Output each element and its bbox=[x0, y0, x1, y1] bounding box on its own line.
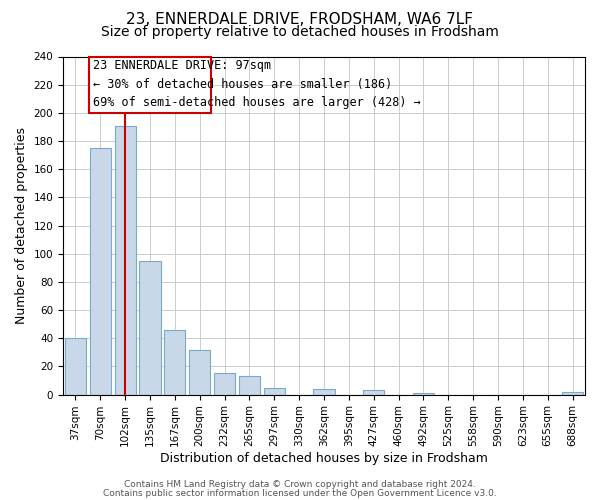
Text: Size of property relative to detached houses in Frodsham: Size of property relative to detached ho… bbox=[101, 25, 499, 39]
Bar bbox=[363, 390, 384, 394]
Text: ← 30% of detached houses are smaller (186): ← 30% of detached houses are smaller (18… bbox=[93, 78, 392, 90]
X-axis label: Distribution of detached houses by size in Frodsham: Distribution of detached houses by size … bbox=[160, 452, 488, 465]
Bar bbox=[139, 261, 161, 394]
Bar bbox=[115, 126, 136, 394]
Bar bbox=[313, 389, 335, 394]
Y-axis label: Number of detached properties: Number of detached properties bbox=[15, 127, 28, 324]
Bar bbox=[214, 374, 235, 394]
Text: 69% of semi-detached houses are larger (428) →: 69% of semi-detached houses are larger (… bbox=[93, 96, 421, 109]
Bar bbox=[264, 388, 285, 394]
FancyBboxPatch shape bbox=[89, 56, 211, 113]
Bar bbox=[164, 330, 185, 394]
Text: Contains HM Land Registry data © Crown copyright and database right 2024.: Contains HM Land Registry data © Crown c… bbox=[124, 480, 476, 489]
Bar bbox=[90, 148, 111, 394]
Text: 23 ENNERDALE DRIVE: 97sqm: 23 ENNERDALE DRIVE: 97sqm bbox=[93, 60, 271, 72]
Text: Contains public sector information licensed under the Open Government Licence v3: Contains public sector information licen… bbox=[103, 488, 497, 498]
Bar bbox=[562, 392, 583, 394]
Bar bbox=[239, 376, 260, 394]
Bar bbox=[189, 350, 210, 395]
Bar bbox=[65, 338, 86, 394]
Text: 23, ENNERDALE DRIVE, FRODSHAM, WA6 7LF: 23, ENNERDALE DRIVE, FRODSHAM, WA6 7LF bbox=[127, 12, 473, 28]
Bar bbox=[413, 393, 434, 394]
